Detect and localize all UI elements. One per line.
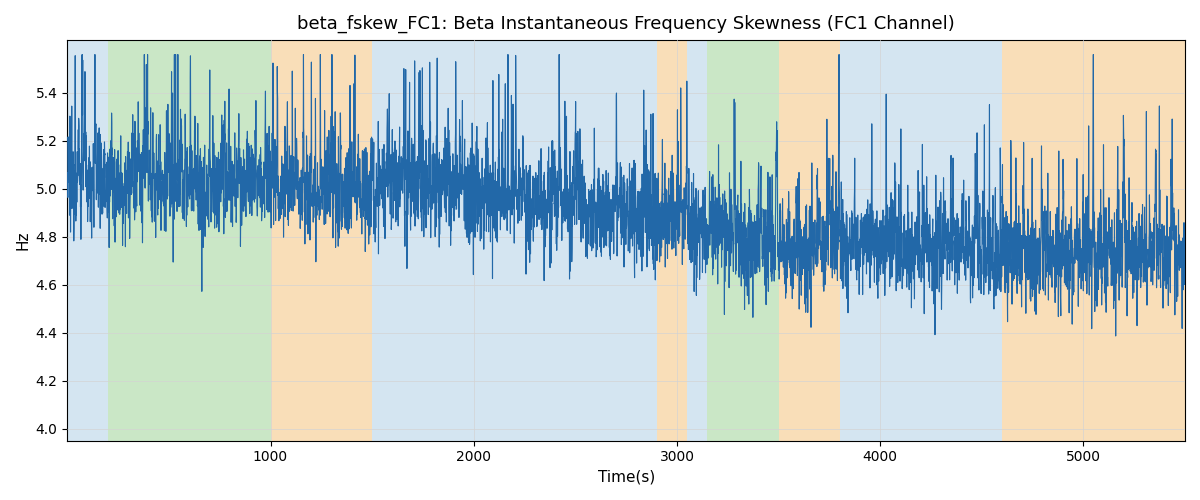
Bar bbox=[270, 40, 372, 440]
Y-axis label: Hz: Hz bbox=[16, 230, 30, 250]
Bar bbox=[708, 40, 779, 440]
Bar bbox=[372, 40, 656, 440]
Bar bbox=[67, 40, 108, 440]
Bar bbox=[688, 40, 708, 440]
Bar bbox=[779, 40, 840, 440]
Bar bbox=[108, 40, 270, 440]
X-axis label: Time(s): Time(s) bbox=[598, 470, 655, 485]
Bar bbox=[840, 40, 1002, 440]
Bar bbox=[1002, 40, 1186, 440]
Bar bbox=[656, 40, 688, 440]
Title: beta_fskew_FC1: Beta Instantaneous Frequency Skewness (FC1 Channel): beta_fskew_FC1: Beta Instantaneous Frequ… bbox=[298, 15, 955, 34]
